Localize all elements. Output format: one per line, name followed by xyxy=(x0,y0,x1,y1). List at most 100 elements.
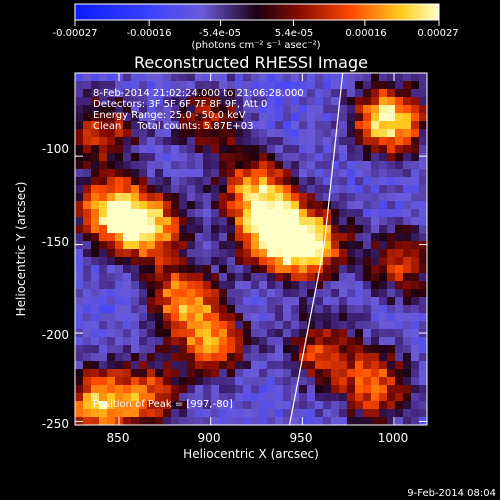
heatmap-pixel xyxy=(131,185,140,194)
heatmap-pixel xyxy=(211,281,220,290)
heatmap-pixel xyxy=(379,409,388,418)
heatmap-pixel xyxy=(203,89,212,98)
heatmap-pixel xyxy=(419,369,427,378)
heatmap-pixel xyxy=(259,409,268,418)
heatmap-pixel xyxy=(371,153,380,162)
heatmap-pixel xyxy=(115,177,124,186)
heatmap-pixel xyxy=(203,305,212,314)
footer-timestamp: 9-Feb-2014 08:04 xyxy=(407,488,496,499)
heatmap-pixel xyxy=(139,81,148,90)
heatmap-pixel xyxy=(387,201,396,210)
heatmap-pixel xyxy=(283,265,292,274)
heatmap-pixel xyxy=(419,89,427,98)
heatmap-pixel xyxy=(195,129,204,138)
heatmap-pixel xyxy=(259,129,268,138)
heatmap-pixel xyxy=(291,89,300,98)
heatmap-pixel xyxy=(315,257,324,266)
heatmap-pixel xyxy=(251,225,260,234)
heatmap-pixel xyxy=(83,329,92,338)
heatmap-pixel xyxy=(315,329,324,338)
heatmap-pixel xyxy=(107,153,116,162)
heatmap-pixel xyxy=(371,417,380,425)
heatmap-pixel xyxy=(83,105,92,114)
heatmap-pixel xyxy=(315,161,324,170)
heatmap-pixel xyxy=(291,121,300,130)
heatmap-pixel xyxy=(115,217,124,226)
heatmap-pixel xyxy=(83,137,92,146)
heatmap-pixel xyxy=(203,337,212,346)
heatmap-pixel xyxy=(147,417,156,425)
heatmap-pixel xyxy=(91,313,100,322)
heatmap-pixel xyxy=(275,369,284,378)
heatmap-pixel xyxy=(379,393,388,402)
heatmap-pixel xyxy=(259,177,268,186)
heatmap-pixel xyxy=(379,185,388,194)
heatmap-pixel xyxy=(163,377,172,386)
heatmap-pixel xyxy=(363,185,372,194)
heatmap-pixel xyxy=(363,345,372,354)
heatmap-pixel xyxy=(339,233,348,242)
heatmap-pixel xyxy=(147,273,156,282)
heatmap-pixel xyxy=(179,369,188,378)
heatmap-pixel xyxy=(275,273,284,282)
heatmap-pixel xyxy=(211,89,220,98)
heatmap-pixel xyxy=(323,137,332,146)
heatmap-pixel xyxy=(139,89,148,98)
heatmap-pixel xyxy=(291,329,300,338)
heatmap-pixel xyxy=(83,265,92,274)
heatmap-pixel xyxy=(115,249,124,258)
heatmap-pixel xyxy=(403,329,412,338)
heatmap-pixel xyxy=(307,233,316,242)
heatmap-pixel xyxy=(283,305,292,314)
heatmap-pixel xyxy=(403,393,412,402)
heatmap-pixel xyxy=(411,73,420,82)
heatmap-pixel xyxy=(131,401,140,410)
heatmap-pixel xyxy=(363,337,372,346)
heatmap-pixel xyxy=(403,129,412,138)
heatmap-pixel xyxy=(155,321,164,330)
heatmap-pixel xyxy=(347,353,356,362)
heatmap-pixel xyxy=(323,241,332,250)
heatmap-pixel xyxy=(299,337,308,346)
heatmap-pixel xyxy=(139,249,148,258)
heatmap-pixel xyxy=(347,409,356,418)
heatmap-pixel xyxy=(299,225,308,234)
heatmap-pixel xyxy=(195,401,204,410)
heatmap-pixel xyxy=(227,193,236,202)
heatmap-pixel xyxy=(139,369,148,378)
heatmap-pixel xyxy=(267,281,276,290)
heatmap-pixel xyxy=(283,289,292,298)
heatmap-pixel xyxy=(315,297,324,306)
heatmap-pixel xyxy=(107,73,116,82)
heatmap-pixel xyxy=(299,361,308,370)
heatmap-pixel xyxy=(403,209,412,218)
heatmap-pixel xyxy=(123,193,132,202)
heatmap-pixel xyxy=(211,401,220,410)
heatmap-pixel xyxy=(179,233,188,242)
heatmap-pixel xyxy=(123,289,132,298)
heatmap-pixel xyxy=(211,241,220,250)
heatmap-pixel xyxy=(147,97,156,106)
heatmap-pixel xyxy=(227,145,236,154)
heatmap-pixel xyxy=(115,321,124,330)
heatmap-pixel xyxy=(147,89,156,98)
heatmap-pixel xyxy=(379,137,388,146)
heatmap-pixel xyxy=(371,401,380,410)
heatmap-pixel xyxy=(99,209,108,218)
heatmap-pixel xyxy=(411,97,420,106)
heatmap-pixel xyxy=(299,281,308,290)
heatmap-pixel xyxy=(163,161,172,170)
heatmap-pixel xyxy=(355,121,364,130)
heatmap-pixel xyxy=(363,225,372,234)
heatmap-pixel xyxy=(283,281,292,290)
heatmap-pixel xyxy=(195,81,204,90)
heatmap-pixel xyxy=(147,137,156,146)
heatmap-pixel xyxy=(307,169,316,178)
heatmap-pixel xyxy=(219,177,228,186)
heatmap-pixel xyxy=(299,417,308,425)
heatmap-pixel xyxy=(75,313,84,322)
heatmap-pixel xyxy=(75,361,84,370)
heatmap-pixel xyxy=(75,273,84,282)
heatmap-pixel xyxy=(315,409,324,418)
